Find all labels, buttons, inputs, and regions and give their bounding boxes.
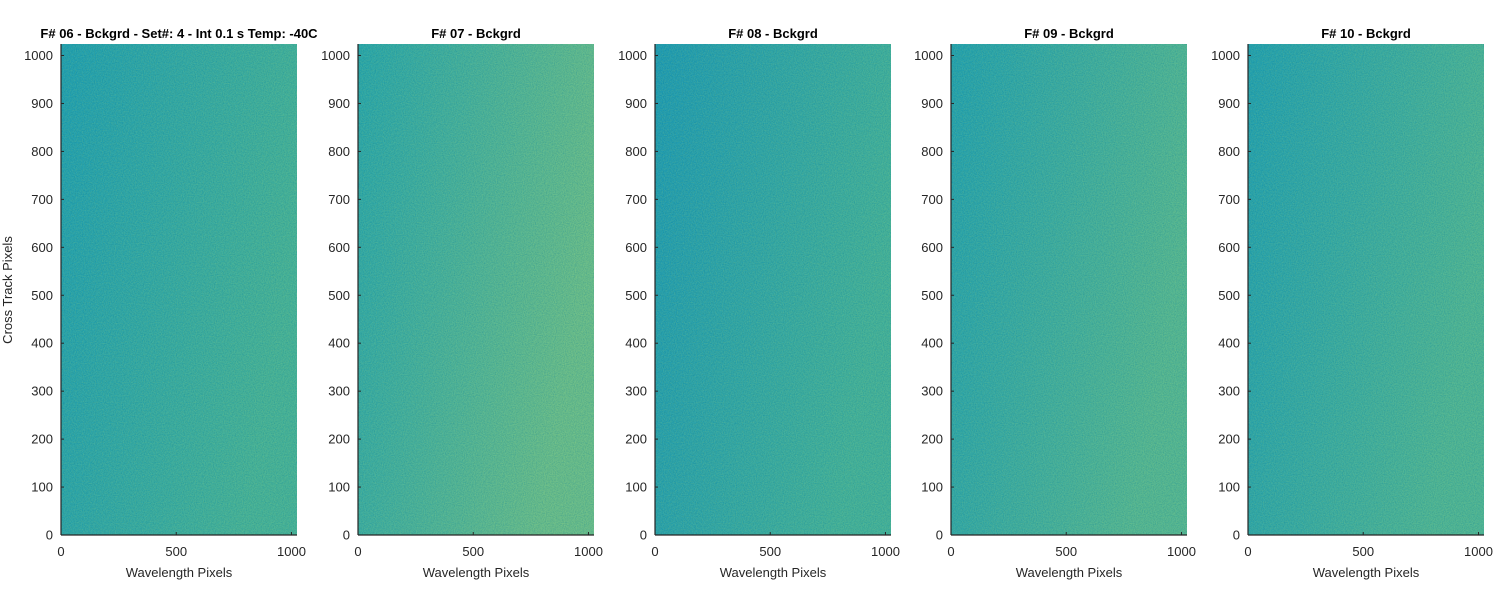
panel-title: F# 06 - Bckgrd - Set#: 4 - Int 0.1 s Tem… <box>40 26 318 41</box>
y-tick-label: 400 <box>921 336 943 351</box>
y-tick-label: 900 <box>625 96 647 111</box>
heatmap-noise-light <box>1248 44 1484 535</box>
y-tick-label: 100 <box>328 480 350 495</box>
y-tick-label: 600 <box>328 240 350 255</box>
y-tick-label: 300 <box>1218 384 1240 399</box>
y-tick-label: 900 <box>31 96 53 111</box>
x-axis-label: Wavelength Pixels <box>720 565 827 580</box>
x-tick-label: 500 <box>1055 544 1077 559</box>
y-tick-label: 200 <box>328 432 350 447</box>
y-tick-label: 0 <box>343 528 350 543</box>
x-axis-label: Wavelength Pixels <box>423 565 530 580</box>
y-tick-label: 500 <box>1218 288 1240 303</box>
y-tick-label: 300 <box>921 384 943 399</box>
x-tick-label: 500 <box>165 544 187 559</box>
y-tick-label: 1000 <box>321 48 350 63</box>
x-axis-label: Wavelength Pixels <box>126 565 233 580</box>
heatmap-panel-3: 0 100 200 300 400 500 600 700 800 900 1000 0 500 1000… <box>618 26 900 580</box>
y-tick-label: 0 <box>936 528 943 543</box>
figure-y-axis-label: Cross Track Pixels <box>0 236 15 344</box>
y-tick-label: 800 <box>31 144 53 159</box>
heatmap-noise-light <box>358 44 594 535</box>
y-tick-label: 700 <box>1218 192 1240 207</box>
heatmap-panel-1: 0 100 200 300 400 500 600 700 800 900 1000 0 500 1000… <box>24 26 318 580</box>
y-tick-label: 700 <box>921 192 943 207</box>
heatmap-noise-light <box>951 44 1187 535</box>
heatmap-panel-4: 0 100 200 300 400 500 600 700 800 900 1000 0 500 1000… <box>914 26 1196 580</box>
y-tick-label: 800 <box>328 144 350 159</box>
x-tick-label: 500 <box>1352 544 1374 559</box>
x-axis-label: Wavelength Pixels <box>1313 565 1420 580</box>
x-tick-label: 0 <box>651 544 658 559</box>
y-tick-label: 700 <box>328 192 350 207</box>
y-tick-label: 400 <box>1218 336 1240 351</box>
x-tick-label: 500 <box>462 544 484 559</box>
x-tick-label: 0 <box>947 544 954 559</box>
y-tick-label: 400 <box>31 336 53 351</box>
x-tick-label: 1000 <box>1464 544 1493 559</box>
y-tick-label: 300 <box>31 384 53 399</box>
y-tick-label: 900 <box>921 96 943 111</box>
y-tick-label: 100 <box>31 480 53 495</box>
y-tick-label: 300 <box>625 384 647 399</box>
x-tick-label: 1000 <box>871 544 900 559</box>
panel-title: F# 09 - Bckgrd <box>1024 26 1114 41</box>
x-tick-label: 500 <box>759 544 781 559</box>
y-tick-label: 400 <box>625 336 647 351</box>
y-tick-label: 500 <box>625 288 647 303</box>
y-tick-label: 200 <box>921 432 943 447</box>
y-tick-label: 700 <box>31 192 53 207</box>
panel-title: F# 08 - Bckgrd <box>728 26 818 41</box>
y-tick-label: 600 <box>625 240 647 255</box>
x-tick-label: 0 <box>57 544 64 559</box>
y-tick-label: 100 <box>625 480 647 495</box>
y-tick-label: 1000 <box>618 48 647 63</box>
y-tick-label: 100 <box>1218 480 1240 495</box>
y-tick-label: 600 <box>921 240 943 255</box>
y-tick-label: 500 <box>328 288 350 303</box>
y-tick-label: 200 <box>1218 432 1240 447</box>
heatmap-panel-2: 0 100 200 300 400 500 600 700 800 900 1000 0 500 1000… <box>321 26 603 580</box>
x-tick-label: 0 <box>354 544 361 559</box>
y-tick-label: 800 <box>1218 144 1240 159</box>
y-tick-label: 900 <box>1218 96 1240 111</box>
y-tick-label: 700 <box>625 192 647 207</box>
heatmap-panel-5: 0 100 200 300 400 500 600 700 800 900 1000 0 500 1000… <box>1211 26 1493 580</box>
heatmap-noise-light <box>61 44 297 535</box>
y-tick-label: 400 <box>328 336 350 351</box>
panel-title: F# 07 - Bckgrd <box>431 26 521 41</box>
y-tick-label: 100 <box>921 480 943 495</box>
y-tick-label: 0 <box>46 528 53 543</box>
y-tick-label: 0 <box>640 528 647 543</box>
y-tick-label: 1000 <box>1211 48 1240 63</box>
y-tick-label: 0 <box>1233 528 1240 543</box>
y-tick-label: 500 <box>31 288 53 303</box>
heatmap-noise-light <box>655 44 891 535</box>
y-tick-label: 200 <box>625 432 647 447</box>
y-tick-label: 300 <box>328 384 350 399</box>
x-axis-label: Wavelength Pixels <box>1016 565 1123 580</box>
y-tick-label: 800 <box>625 144 647 159</box>
x-tick-label: 1000 <box>574 544 603 559</box>
x-tick-label: 0 <box>1244 544 1251 559</box>
y-tick-label: 1000 <box>914 48 943 63</box>
x-tick-label: 1000 <box>1167 544 1196 559</box>
panel-title: F# 10 - Bckgrd <box>1321 26 1411 41</box>
y-tick-label: 900 <box>328 96 350 111</box>
y-tick-label: 600 <box>1218 240 1240 255</box>
y-tick-label: 500 <box>921 288 943 303</box>
x-tick-label: 1000 <box>277 544 306 559</box>
y-tick-label: 1000 <box>24 48 53 63</box>
y-tick-label: 200 <box>31 432 53 447</box>
y-tick-label: 600 <box>31 240 53 255</box>
y-tick-label: 800 <box>921 144 943 159</box>
